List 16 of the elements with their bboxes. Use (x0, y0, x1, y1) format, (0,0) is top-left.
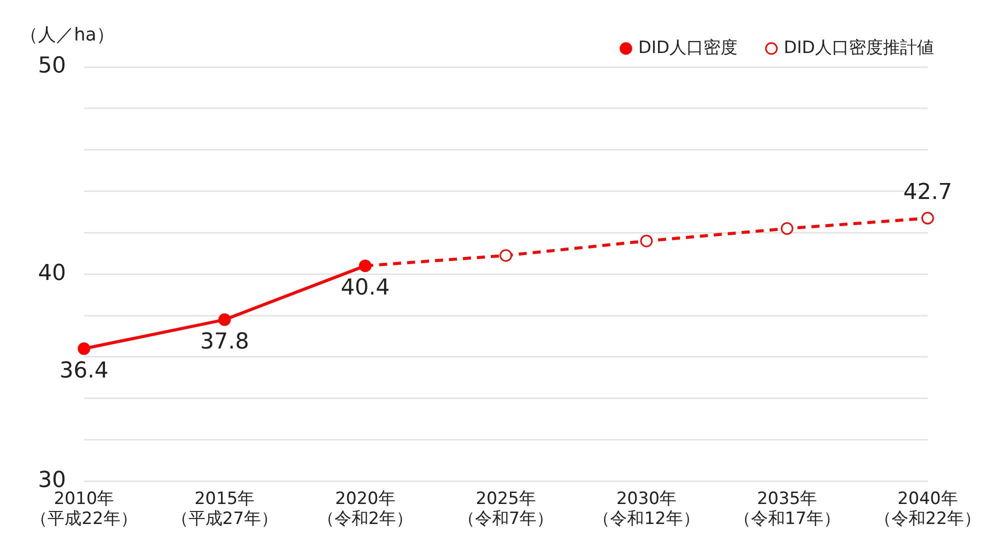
x-tick-label: 2020年（令和2年） (317, 488, 414, 530)
legend-label: DID人口密度推計値 (784, 38, 934, 58)
x-tick-label: 2040年（令和22年） (874, 488, 982, 530)
x-tick-label: 2035年（令和17年） (734, 488, 840, 530)
x-tick-label: 2025年（令和7年） (458, 488, 554, 530)
data-label: 42.7 (903, 180, 952, 205)
x-tick-label: 2030年（令和12年） (593, 488, 700, 530)
y-tick-label: 50 (38, 54, 66, 79)
legend-label: DID人口密度 (638, 38, 738, 58)
y-tick-label: 40 (38, 260, 66, 286)
y-axis-title: （人／ha） (20, 24, 114, 46)
data-label: 37.8 (200, 329, 250, 354)
x-tick-label: 2015年（平成27年） (171, 488, 278, 530)
x-tick-label: 2010年（平成22年） (30, 488, 138, 530)
data-label: 36.4 (60, 358, 108, 384)
data-label: 40.4 (340, 276, 390, 301)
